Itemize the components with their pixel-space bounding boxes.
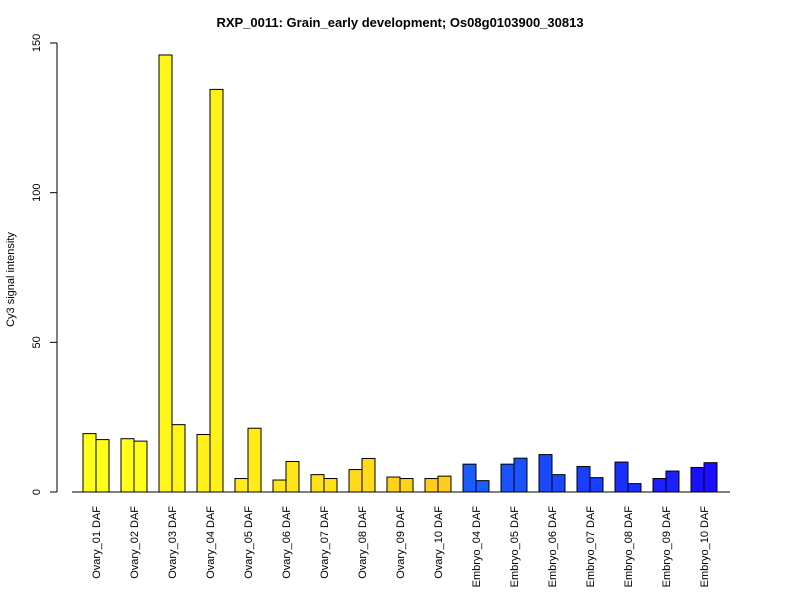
bar <box>589 477 604 493</box>
category-label: Embryo_09 DAF <box>661 506 673 588</box>
bar <box>627 483 642 493</box>
bar <box>424 478 439 493</box>
category-label: Embryo_05 DAF <box>509 506 521 588</box>
bar <box>234 478 249 493</box>
bar <box>348 469 363 493</box>
bar <box>475 480 490 493</box>
bar <box>310 474 325 493</box>
bar <box>513 457 528 493</box>
category-label: Ovary_06 DAF <box>281 506 293 579</box>
bar <box>209 88 224 493</box>
bar <box>361 457 376 493</box>
category-label: Ovary_03 DAF <box>167 506 179 579</box>
y-tick-label: 100 <box>31 183 43 201</box>
bar <box>614 461 629 493</box>
y-tick-label: 0 <box>31 489 43 495</box>
bar <box>95 439 110 493</box>
bar <box>133 440 148 493</box>
bar <box>272 479 287 493</box>
bar <box>399 478 414 493</box>
bars-group <box>82 54 718 493</box>
category-label: Embryo_04 DAF <box>471 506 483 588</box>
category-label: Embryo_10 DAF <box>699 506 711 588</box>
category-label: Ovary_08 DAF <box>357 506 369 579</box>
bar <box>171 424 186 493</box>
bar <box>665 470 680 493</box>
bar <box>196 434 211 493</box>
category-label: Ovary_02 DAF <box>129 506 141 579</box>
bar <box>652 478 667 493</box>
category-label: Ovary_01 DAF <box>91 506 103 579</box>
chart-title: RXP_0011: Grain_early development; Os08g… <box>216 15 583 30</box>
category-label: Ovary_07 DAF <box>319 506 331 579</box>
bar <box>82 433 97 493</box>
bar <box>538 454 553 493</box>
bar <box>462 463 477 493</box>
category-label: Ovary_09 DAF <box>395 506 407 579</box>
bar <box>703 462 718 493</box>
bar <box>158 54 173 493</box>
bar <box>247 427 262 493</box>
bar <box>285 460 300 493</box>
category-label: Embryo_08 DAF <box>623 506 635 588</box>
category-label: Ovary_05 DAF <box>243 506 255 579</box>
category-label: Ovary_10 DAF <box>433 506 445 579</box>
bar <box>437 475 452 493</box>
y-tick-label: 150 <box>31 34 43 52</box>
bar <box>120 438 135 493</box>
category-label: Embryo_06 DAF <box>547 506 559 588</box>
category-labels-group: Ovary_01 DAF Ovary_02 DAF Ovary_03 DAF Ovar… <box>91 506 711 588</box>
bar <box>386 476 401 493</box>
bar <box>690 466 705 493</box>
y-axis-title: Cy3 signal intensity <box>5 232 17 327</box>
y-axis: 0 50 100 150 <box>31 34 58 495</box>
bar <box>551 474 566 493</box>
category-label: Ovary_04 DAF <box>205 506 217 579</box>
bar <box>323 478 338 493</box>
category-label: Embryo_07 DAF <box>585 506 597 588</box>
y-tick-label: 50 <box>31 336 43 348</box>
bar <box>500 463 515 493</box>
bar <box>576 466 591 493</box>
